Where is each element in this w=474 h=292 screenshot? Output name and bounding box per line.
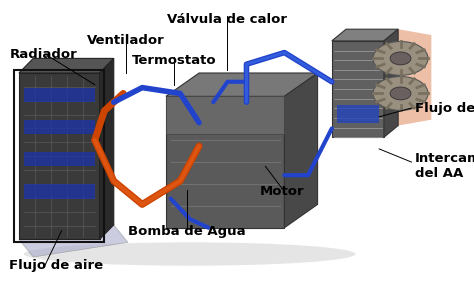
Text: Flujo de aire: Flujo de aire bbox=[415, 102, 474, 114]
Polygon shape bbox=[166, 96, 284, 228]
Polygon shape bbox=[284, 73, 318, 228]
Circle shape bbox=[390, 52, 411, 65]
Text: Radiador: Radiador bbox=[9, 48, 77, 60]
Text: Flujo de aire: Flujo de aire bbox=[9, 259, 104, 272]
Polygon shape bbox=[332, 29, 398, 41]
Polygon shape bbox=[19, 58, 114, 73]
Text: Válvula de calor: Válvula de calor bbox=[166, 13, 287, 26]
FancyBboxPatch shape bbox=[24, 184, 95, 199]
Polygon shape bbox=[384, 29, 398, 137]
Circle shape bbox=[390, 87, 411, 100]
Polygon shape bbox=[19, 225, 128, 257]
Polygon shape bbox=[332, 41, 384, 137]
Polygon shape bbox=[166, 73, 318, 96]
FancyBboxPatch shape bbox=[337, 105, 379, 123]
Polygon shape bbox=[100, 58, 114, 239]
Polygon shape bbox=[166, 96, 284, 134]
FancyBboxPatch shape bbox=[24, 152, 95, 166]
Text: Motor: Motor bbox=[260, 185, 304, 199]
Polygon shape bbox=[398, 29, 431, 126]
Text: Ventilador: Ventilador bbox=[87, 34, 164, 48]
Text: Intercambiador
del AA: Intercambiador del AA bbox=[415, 152, 474, 180]
Text: Termostato: Termostato bbox=[132, 54, 217, 67]
Circle shape bbox=[373, 41, 428, 75]
FancyBboxPatch shape bbox=[24, 88, 95, 102]
Text: Bomba de Agua: Bomba de Agua bbox=[128, 225, 246, 238]
FancyBboxPatch shape bbox=[24, 120, 95, 134]
Ellipse shape bbox=[24, 242, 355, 266]
Circle shape bbox=[373, 77, 428, 110]
Polygon shape bbox=[19, 73, 100, 239]
